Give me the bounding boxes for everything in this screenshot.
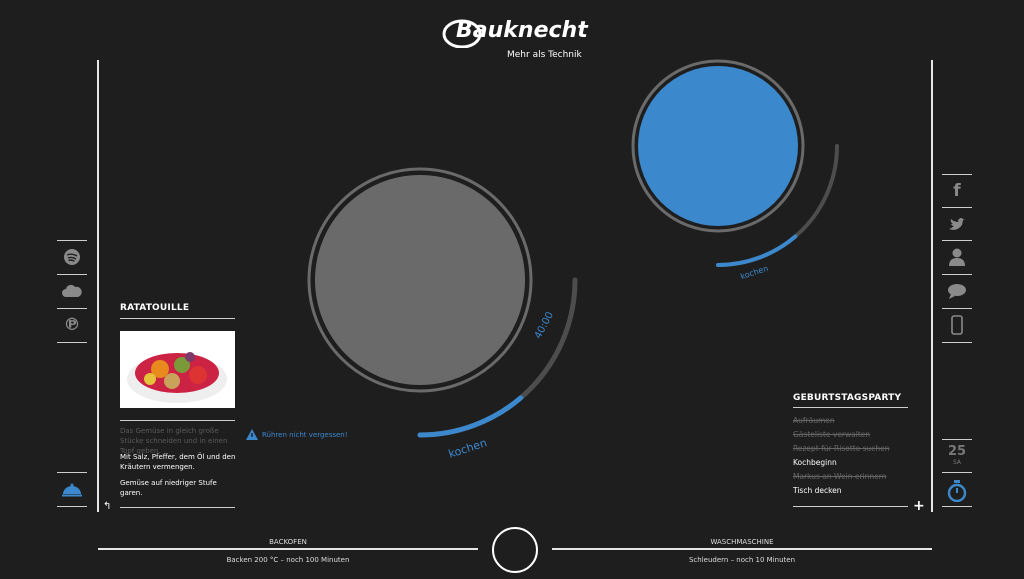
todo-item[interactable]: Kochbeginn bbox=[793, 458, 837, 467]
recipe-step: Mit Salz, Pfeffer, dem Öl und den Kräute… bbox=[120, 453, 236, 471]
spotify-icon[interactable] bbox=[57, 244, 87, 270]
alert-text: Rühren nicht vergessen! bbox=[262, 430, 348, 439]
chat-icon[interactable] bbox=[942, 278, 972, 304]
divider bbox=[57, 506, 87, 507]
divider bbox=[942, 439, 972, 440]
recipe-step: Gemüse auf niedriger Stufe garen. bbox=[120, 479, 217, 497]
back-arrow-icon[interactable]: ↰ bbox=[103, 501, 112, 512]
todo-list: Aufräumen Gästeliste verwalten Rezept fü… bbox=[793, 414, 890, 498]
add-todo-button[interactable]: + bbox=[913, 498, 925, 514]
divider bbox=[57, 308, 87, 309]
logo: Bauknecht bbox=[442, 16, 592, 48]
divider bbox=[120, 507, 235, 508]
divider bbox=[942, 207, 972, 208]
todo-item[interactable]: Rezept für Risotto suchen bbox=[793, 444, 890, 453]
divider bbox=[942, 342, 972, 343]
cloud-icon[interactable] bbox=[57, 278, 87, 304]
cloche-icon[interactable] bbox=[57, 477, 87, 503]
divider bbox=[120, 420, 235, 421]
twitter-icon[interactable] bbox=[942, 211, 972, 237]
divider bbox=[57, 472, 87, 473]
recipe-title: RATATOUILLE bbox=[120, 303, 190, 313]
todo-item[interactable]: Aufräumen bbox=[793, 416, 835, 425]
washer-label: WASCHMASCHINE bbox=[710, 538, 774, 546]
large-burner-plate[interactable] bbox=[315, 175, 525, 385]
facebook-icon[interactable]: f bbox=[953, 181, 961, 201]
person-icon[interactable] bbox=[942, 244, 972, 270]
small-burner-plate[interactable] bbox=[638, 66, 798, 226]
divider bbox=[57, 240, 87, 241]
divider bbox=[793, 506, 908, 507]
oven-line bbox=[98, 548, 478, 550]
date-weekday: SA bbox=[952, 459, 962, 466]
todo-item[interactable]: Gästeliste verwalten bbox=[793, 430, 871, 439]
divider bbox=[942, 240, 972, 241]
recipe-image bbox=[120, 331, 235, 408]
divider bbox=[793, 407, 908, 408]
washer-status: Schleudern – noch 10 Minuten bbox=[688, 556, 795, 564]
oven-label: BACKOFEN bbox=[269, 538, 307, 546]
large-burner-ring bbox=[307, 167, 533, 393]
logo-swoosh-icon bbox=[442, 19, 482, 48]
divider bbox=[942, 308, 972, 309]
divider bbox=[120, 318, 235, 319]
divider bbox=[942, 472, 972, 473]
oven-status: Backen 200 °C – noch 100 Minuten bbox=[226, 556, 350, 564]
divider bbox=[942, 174, 972, 175]
todo-item[interactable]: Tisch decken bbox=[793, 486, 842, 495]
small-burner-ring bbox=[631, 59, 805, 233]
slogan: Mehr als Technik bbox=[507, 50, 582, 60]
logo-text: Bauknecht bbox=[456, 18, 588, 43]
pinterest-icon[interactable]: ℗ bbox=[63, 315, 81, 335]
recipe-step: Das Gemüse in gleich große Stücke schnei… bbox=[120, 427, 228, 455]
divider bbox=[57, 342, 87, 343]
large-burner-slider-fill[interactable] bbox=[417, 395, 524, 438]
divider bbox=[942, 506, 972, 507]
todo-title: GEBURTSTAGSPARTY bbox=[793, 393, 902, 403]
divider bbox=[942, 274, 972, 275]
date-day: 25 bbox=[947, 444, 967, 459]
right-divider bbox=[931, 60, 933, 512]
home-button[interactable] bbox=[492, 527, 538, 573]
warning-icon bbox=[246, 429, 258, 440]
phone-icon[interactable] bbox=[942, 312, 972, 338]
divider bbox=[57, 274, 87, 275]
washer-line bbox=[552, 548, 932, 550]
small-burner-slider-fill[interactable] bbox=[716, 234, 798, 267]
stopwatch-icon[interactable] bbox=[942, 478, 972, 504]
alert: Rühren nicht vergessen! bbox=[246, 429, 348, 440]
todo-item[interactable]: Markus an Wein erinnern bbox=[793, 472, 887, 481]
left-divider bbox=[97, 60, 99, 512]
